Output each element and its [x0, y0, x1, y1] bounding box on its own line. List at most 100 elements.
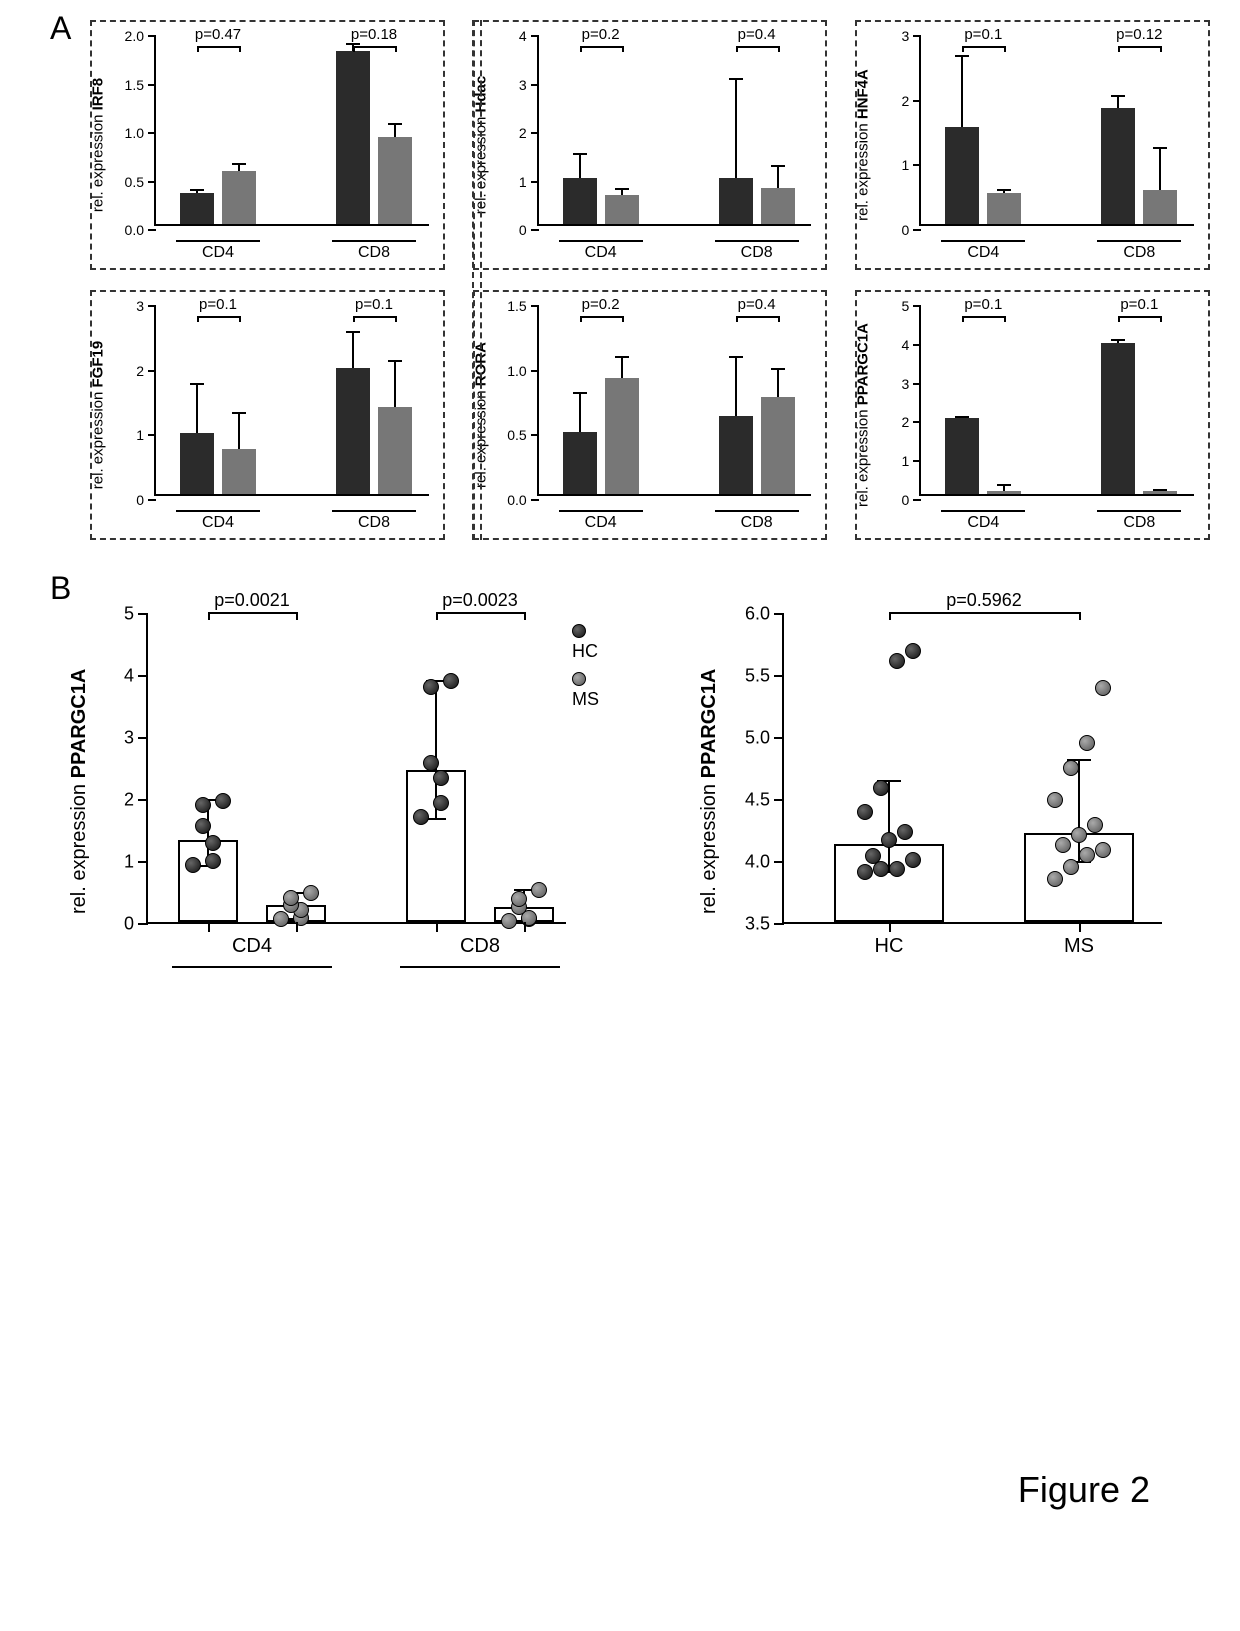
- ytick-label: 1: [136, 427, 144, 443]
- ytick-label: 0.0: [507, 492, 526, 508]
- data-point: [501, 913, 517, 929]
- bar: [605, 195, 639, 224]
- ytick-label: 1: [124, 852, 134, 873]
- bar: [378, 137, 412, 224]
- pvalue: p=0.1: [199, 296, 237, 313]
- ytick-label: 0: [902, 222, 910, 238]
- group-label: CD8: [1123, 244, 1155, 262]
- y-axis-title: rel. expression PPARGC1A: [855, 323, 872, 507]
- data-point: [857, 804, 873, 820]
- data-point: [857, 864, 873, 880]
- ytick-label: 1.0: [507, 363, 526, 379]
- pvalue: p=0.12: [1116, 26, 1162, 43]
- group-label: CD4: [585, 514, 617, 532]
- pvalue: p=0.2: [582, 296, 620, 313]
- mini-chart-hdac: rel. expression Hdac01234 CD4p=0.2 CD8p=…: [473, 20, 828, 270]
- pvalue: p=0.1: [964, 296, 1002, 313]
- bar: [336, 368, 370, 494]
- data-point: [531, 882, 547, 898]
- pvalue: p=0.1: [355, 296, 393, 313]
- ytick-label: 2: [902, 414, 910, 430]
- ytick-label: 0: [902, 492, 910, 508]
- bar: [945, 418, 979, 494]
- ytick-label: 3: [136, 298, 144, 314]
- ytick-label: 2: [902, 93, 910, 109]
- data-point: [1071, 827, 1087, 843]
- ytick-label: 1: [902, 157, 910, 173]
- bar: [563, 432, 597, 494]
- data-point: [1063, 859, 1079, 875]
- group-label: MS: [1064, 935, 1094, 958]
- ytick-label: 5.5: [745, 666, 770, 687]
- ytick-label: 4: [519, 28, 527, 44]
- ytick-label: 2: [124, 790, 134, 811]
- data-point: [1047, 792, 1063, 808]
- bar: [945, 127, 979, 224]
- data-point: [1079, 735, 1095, 751]
- error-bar: [888, 781, 890, 872]
- bar: [761, 397, 795, 494]
- pvalue: p=0.18: [351, 26, 397, 43]
- data-point: [303, 885, 319, 901]
- bar: [1143, 491, 1177, 494]
- pvalue: p=0.1: [964, 26, 1002, 43]
- group-label: CD4: [585, 244, 617, 262]
- panel-a-label: A: [50, 10, 71, 47]
- pvalue: p=0.0021: [214, 590, 290, 611]
- data-point: [881, 832, 897, 848]
- ytick-label: 3: [519, 77, 527, 93]
- bar: [1101, 343, 1135, 494]
- data-point: [865, 848, 881, 864]
- ytick-label: 1: [519, 174, 527, 190]
- ytick-label: 0: [124, 914, 134, 935]
- data-point: [185, 857, 201, 873]
- ytick-label: 5: [124, 604, 134, 625]
- ytick-label: 4: [902, 337, 910, 353]
- bar: [1101, 108, 1135, 224]
- pvalue: p=0.5962: [946, 590, 1022, 611]
- group-label: CD8: [460, 935, 500, 958]
- data-point: [873, 780, 889, 796]
- ytick-label: 2: [519, 125, 527, 141]
- y-axis-title: rel. expression PPARGC1A: [698, 669, 721, 914]
- data-point: [273, 911, 289, 927]
- ytick-label: 0: [519, 222, 527, 238]
- plot-area: 01234 CD4p=0.2 CD8p=0.4: [537, 36, 812, 226]
- pvalue: p=0.4: [738, 296, 776, 313]
- bar: [987, 491, 1021, 494]
- ytick-label: 5: [902, 298, 910, 314]
- group-label: CD8: [741, 514, 773, 532]
- divider-2: [480, 20, 482, 540]
- bar: [563, 178, 597, 224]
- plot-area: 0123 CD4p=0.1 CD8p=0.12: [919, 36, 1194, 226]
- ytick-label: 2.0: [125, 28, 144, 44]
- ytick-label: 5.0: [745, 728, 770, 749]
- mini-chart-fgf19: rel. expression FGF190123 CD4p=0.1 CD8p=…: [90, 290, 445, 540]
- plot-area: 0.00.51.01.5 CD4p=0.2 CD8p=0.4: [537, 306, 812, 496]
- ytick-label: 0.5: [125, 174, 144, 190]
- group-label: HC: [875, 935, 904, 958]
- data-point: [1095, 680, 1111, 696]
- data-point: [433, 795, 449, 811]
- bar: [719, 416, 753, 494]
- ytick-label: 0.5: [507, 427, 526, 443]
- group-label: CD8: [358, 244, 390, 262]
- group-label: CD4: [202, 514, 234, 532]
- mini-chart-irf8: rel. expression IRF80.00.51.01.52.0 CD4p…: [90, 20, 445, 270]
- panel-a-grid: rel. expression IRF80.00.51.01.52.0 CD4p…: [90, 20, 1210, 540]
- bar: [719, 178, 753, 224]
- ytick-label: 0: [136, 492, 144, 508]
- data-point: [195, 797, 211, 813]
- bar: [222, 449, 256, 494]
- panel-b-left-chart: rel. expression PPARGC1A012345CD4p=0.002…: [74, 590, 614, 990]
- data-point: [1087, 817, 1103, 833]
- pvalue: p=0.1: [1120, 296, 1158, 313]
- panel-b: rel. expression PPARGC1A012345CD4p=0.002…: [74, 590, 1194, 1050]
- data-point: [205, 853, 221, 869]
- data-point: [905, 852, 921, 868]
- plot-area: 3.54.04.55.05.56.0HCMSp=0.5962: [782, 614, 1162, 924]
- ytick-label: 4: [124, 666, 134, 687]
- data-point: [195, 818, 211, 834]
- data-point: [1095, 842, 1111, 858]
- panel-b-right-chart: rel. expression PPARGC1A3.54.04.55.05.56…: [704, 590, 1184, 990]
